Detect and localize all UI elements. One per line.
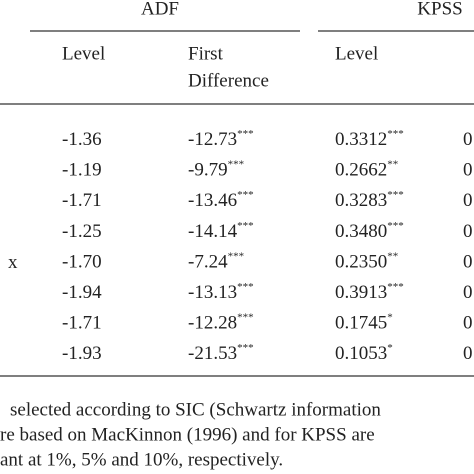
group-header: ADF	[141, 0, 179, 19]
column-header: First	[188, 43, 224, 64]
significance: **	[387, 158, 398, 170]
significance: ***	[237, 281, 254, 293]
cell-value: -12.73	[188, 129, 237, 150]
cell: 0.3913***	[335, 281, 404, 304]
cell: 0	[463, 191, 473, 212]
cell: 0	[463, 160, 473, 181]
cell: 0.1053*	[335, 342, 393, 365]
cell-value: -1.71	[62, 313, 102, 334]
note-line: re based on MacKinnon (1996) and for KPS…	[0, 424, 375, 445]
significance: ***	[387, 219, 404, 231]
cell-value: 0.2350	[335, 252, 387, 273]
cell-value: -21.53	[188, 344, 237, 365]
note-line: selected according to SIC (Schwartz info…	[10, 399, 381, 420]
cell: -1.93	[62, 344, 102, 365]
significance: ***	[387, 281, 404, 293]
cell-value: 0	[463, 282, 473, 303]
cell-value: 0.3913	[335, 282, 387, 303]
cell-value: -1.70	[62, 252, 102, 273]
cell-value: 0	[463, 191, 473, 212]
cell: 0	[463, 344, 473, 365]
column-header: Level	[62, 43, 105, 64]
cell-value: -1.25	[62, 221, 102, 242]
cell: 0	[463, 313, 473, 334]
significance: ***	[387, 189, 404, 201]
cell: -1.25	[62, 221, 102, 242]
cell-value: -12.28	[188, 313, 237, 334]
cell: 0	[463, 282, 473, 303]
cell-value: 0.1745	[335, 313, 387, 334]
cell-value: -1.71	[62, 191, 102, 212]
cell: -7.24***	[188, 250, 244, 273]
cell: -1.19	[62, 160, 102, 181]
cell: -9.79***	[188, 158, 244, 181]
cell-value: -13.13	[188, 282, 237, 303]
significance: ***	[237, 189, 254, 201]
cell-value: -1.94	[62, 282, 102, 303]
cell-value: -9.79	[188, 160, 228, 181]
significance: ***	[228, 250, 245, 262]
cell-value: -1.93	[62, 344, 102, 365]
cell: 0	[463, 221, 473, 242]
significance: ***	[237, 311, 254, 323]
cell-value: -13.46	[188, 191, 237, 212]
significance: *	[387, 342, 393, 354]
row-label: x	[8, 252, 18, 273]
significance: **	[387, 250, 398, 262]
cell-value: 0	[463, 221, 473, 242]
cell: 0.3480***	[335, 219, 404, 242]
cell-value: -1.36	[62, 129, 102, 150]
cell: -1.71	[62, 191, 102, 212]
significance: *	[387, 311, 393, 323]
significance: ***	[237, 342, 254, 354]
cell: 0.2350**	[335, 250, 398, 273]
cell-value: 0	[463, 344, 473, 365]
significance: ***	[228, 158, 245, 170]
cell: -1.70	[62, 252, 102, 273]
significance: ***	[237, 128, 254, 140]
cell-value: 0.3312	[335, 129, 387, 150]
group-header: KPSS	[417, 0, 462, 19]
cell: 0	[463, 129, 473, 150]
note-line: ant at 1%, 5% and 10%, respectively.	[0, 449, 283, 470]
significance: ***	[387, 128, 404, 140]
cell: 0.1745*	[335, 311, 393, 334]
cell: 0.3283***	[335, 189, 404, 212]
cell-value: 0.3480	[335, 221, 387, 242]
cell-value: -14.14	[188, 221, 238, 242]
cell: -13.46***	[188, 189, 254, 212]
cell: -12.73***	[188, 128, 254, 151]
cell-value: 0	[463, 252, 473, 273]
cell: -1.94	[62, 282, 102, 303]
cell: -1.36	[62, 129, 102, 150]
cell: -1.71	[62, 313, 102, 334]
column-header: Level	[335, 43, 378, 64]
cell-value: 0.3283	[335, 191, 387, 212]
cell: -12.28***	[188, 311, 254, 334]
cell-value: 0.2662	[335, 160, 387, 181]
cell-value: 0	[463, 129, 473, 150]
cell: 0.2662**	[335, 158, 398, 181]
cell: -13.13***	[188, 281, 254, 304]
cell: -21.53***	[188, 342, 254, 365]
cell-value: 0	[463, 313, 473, 334]
cell: 0	[463, 252, 473, 273]
cell-value: -1.19	[62, 160, 102, 181]
cell-value: -7.24	[188, 252, 228, 273]
cell: -14.14***	[188, 219, 254, 242]
cell: 0.3312***	[335, 128, 404, 151]
column-header: Difference	[188, 70, 269, 91]
cell-value: 0.1053	[335, 344, 387, 365]
significance: ***	[237, 219, 254, 231]
cell-value: 0	[463, 160, 473, 181]
